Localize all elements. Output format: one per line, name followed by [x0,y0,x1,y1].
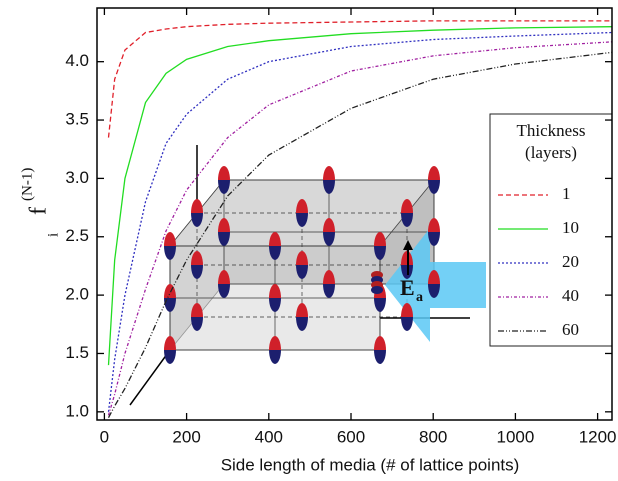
y-tick-label: 4.0 [65,51,89,70]
y-tick-label: 2.5 [65,226,89,245]
y-label-base: f [26,207,52,215]
x-tick-label: 1000 [496,427,534,446]
legend-title: Thickness (layers) [492,120,610,164]
x-tick-label: 200 [172,427,200,446]
legend-label: 60 [562,320,579,339]
x-tick-label: 1200 [579,427,617,446]
spin-bottom [374,350,386,364]
x-tick-label: 0 [100,427,109,446]
spin-top [164,232,176,246]
axis-line [130,350,170,405]
legend-label: 20 [562,252,579,271]
annotation-subscript: a [416,290,423,305]
legend-label: 10 [562,218,579,237]
x-axis-label: Side length of media (# of lattice point… [221,455,520,474]
y-axis-label: f i (N-1) [19,168,61,237]
spin-bottom [269,350,281,364]
spin-top [218,166,230,180]
spin-top [323,166,335,180]
spin-bottom [164,350,176,364]
chart: Side length of media (# of lattice point… [0,0,618,481]
x-tick-label: 600 [337,427,365,446]
spin-bottom [401,317,413,331]
y-tick-label: 3.0 [65,168,89,187]
y-tick-label: 1.0 [65,401,89,420]
legend-label: 1 [562,184,571,203]
y-tick-label: 2.0 [65,285,89,304]
spin-tilted [371,286,383,294]
x-tick-label: 800 [419,427,447,446]
y-label-subscript: i [45,233,61,237]
annotation: E [400,275,415,300]
x-tick-label: 400 [255,427,283,446]
y-label-superscript: (N-1) [19,168,35,201]
spin-top [428,166,440,180]
y-tick-label: 3.5 [65,110,89,129]
page: Side length of media (# of lattice point… [0,0,618,481]
legend-label: 40 [562,286,579,305]
spin-top [191,199,203,213]
y-tick-label: 1.5 [65,343,89,362]
